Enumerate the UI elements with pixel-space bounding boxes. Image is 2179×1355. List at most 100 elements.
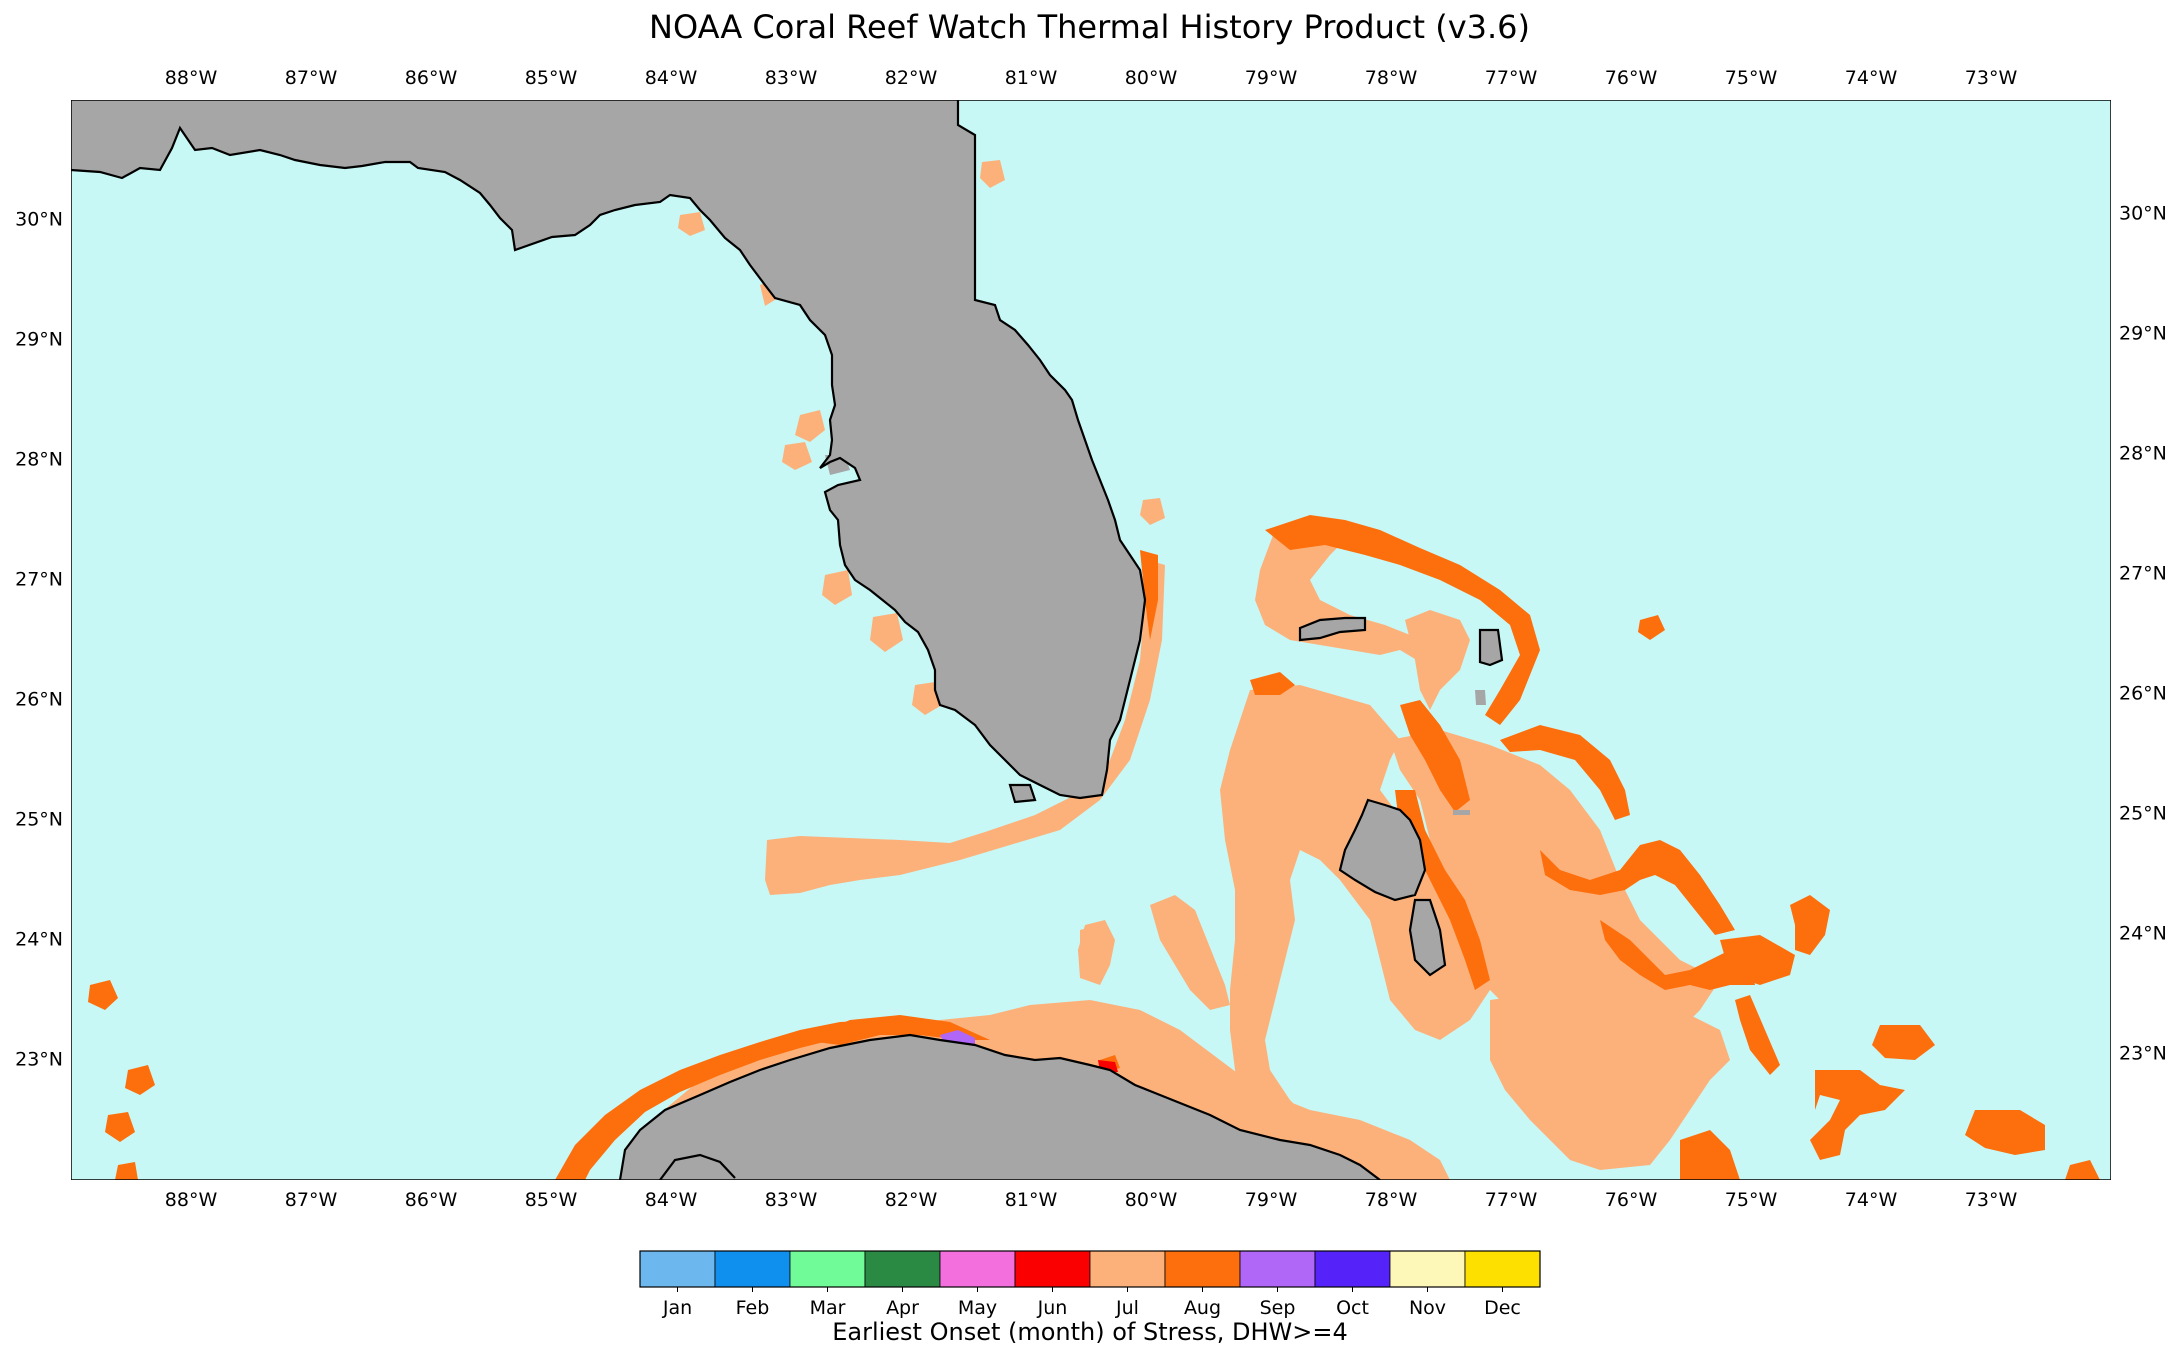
longitude-label-top: 86°W xyxy=(405,67,458,89)
stress-area-tampa-2 xyxy=(782,442,812,470)
coastline-andros-south xyxy=(1408,898,1447,977)
stress-area-long-island-rim xyxy=(1600,920,1755,990)
longitude-label-top: 75°W xyxy=(1725,67,1778,89)
map-panel[interactable] xyxy=(71,100,2111,1180)
land-key-west xyxy=(1010,785,1035,802)
longitude-label-bottom: 88°W xyxy=(165,1189,218,1211)
stress-area-great-inagua xyxy=(1872,1025,1935,1060)
coastline-grand-bahama xyxy=(1298,616,1367,642)
land-abaco-s xyxy=(1475,690,1486,705)
latitude-label-left: 24°N xyxy=(15,929,63,951)
coastline-cuba xyxy=(618,1033,1381,1180)
colorbar-swatch-may xyxy=(939,1250,1016,1288)
longitude-labels-top: 88°W 87°W 86°W 85°W 84°W 83°W 82°W 81°W 80°W 79°W… xyxy=(165,67,2018,89)
colorbar-swatch-dec xyxy=(1464,1250,1541,1288)
longitude-label-top: 85°W xyxy=(525,67,578,89)
colorbar-swatch-jan xyxy=(639,1250,716,1288)
colorbar-label-sep: Sep xyxy=(1260,1297,1296,1319)
coastline-andros xyxy=(1338,798,1427,902)
land-abaco xyxy=(1480,630,1502,665)
latitude-label-left: 29°N xyxy=(15,329,63,351)
coastline-key-west xyxy=(1008,783,1037,804)
colorbar-swatch-nov xyxy=(1389,1250,1466,1288)
stress-area-sw-gulf xyxy=(1080,925,1105,970)
longitude-label-top: 74°W xyxy=(1845,67,1898,89)
colorbar-label-jan: Jan xyxy=(662,1297,692,1319)
colorbar-label-dec: Dec xyxy=(1484,1297,1521,1319)
longitude-label-top: 80°W xyxy=(1125,67,1178,89)
colorbar-swatch-feb xyxy=(714,1250,791,1288)
stress-area-tongue-rim xyxy=(1400,700,1470,812)
stress-area-exuma-rim xyxy=(1500,725,1630,820)
onset-month-colorbar: Jan Feb Mar Apr May Jun Jul Aug Sep Oct Nov Dec xyxy=(639,1250,1541,1319)
longitude-label-bottom: 85°W xyxy=(525,1189,578,1211)
latitude-label-right: 28°N xyxy=(2119,443,2167,465)
stress-area-keys-rim xyxy=(1140,550,1158,640)
latitude-label-left: 28°N xyxy=(15,449,63,471)
longitude-label-top: 78°W xyxy=(1365,67,1418,89)
latitude-label-right: 30°N xyxy=(2119,203,2167,225)
land-eleuthera xyxy=(1453,810,1470,815)
longitude-labels-bottom: 88°W 87°W 86°W 85°W 84°W 83°W 82°W 81°W 80°W 79°W… xyxy=(165,1189,2018,1211)
longitude-label-bottom: 84°W xyxy=(645,1189,698,1211)
stress-area-north-bahamas-rim xyxy=(1265,515,1540,725)
latitude-label-left: 26°N xyxy=(15,689,63,711)
stress-area-turks xyxy=(2065,1160,2100,1180)
land-cuba xyxy=(620,1035,1380,1180)
colorbar-swatch-sep xyxy=(1239,1250,1316,1288)
colorbar-label-nov: Nov xyxy=(1409,1297,1446,1319)
colorbar-label-jul: Jul xyxy=(1115,1297,1139,1319)
colorbar-label-may: May xyxy=(958,1297,997,1319)
stress-area-mex-4 xyxy=(115,1162,138,1180)
stress-area-keys-arc xyxy=(765,560,1165,895)
longitude-label-top: 87°W xyxy=(285,67,338,89)
colorbar-label-jun: Jun xyxy=(1037,1297,1068,1319)
stress-area-abaco xyxy=(1405,610,1470,710)
stress-area-exumas xyxy=(1490,990,1730,1170)
land-masses xyxy=(71,100,1502,1180)
latitude-label-left: 23°N xyxy=(15,1049,63,1071)
longitude-label-top: 84°W xyxy=(645,67,698,89)
land-florida xyxy=(71,100,1145,798)
colorbar-label-oct: Oct xyxy=(1336,1297,1369,1319)
stress-area-ragged xyxy=(1680,1130,1740,1180)
stress-area-stjohns xyxy=(980,160,1005,188)
land-andros xyxy=(1340,800,1425,900)
stress-area-charlotte xyxy=(822,570,852,605)
longitude-label-bottom: 80°W xyxy=(1125,1189,1178,1211)
stress-area-inagua-ring xyxy=(1810,1070,1905,1160)
latitude-label-right: 24°N xyxy=(2119,923,2167,945)
stress-area-abaco-n xyxy=(1638,615,1665,640)
latitude-label-right: 25°N xyxy=(2119,803,2167,825)
stress-area-mex xyxy=(88,980,118,1010)
longitude-label-bottom: 76°W xyxy=(1605,1189,1658,1211)
stress-area-acklins xyxy=(1720,935,1795,985)
longitude-label-top: 76°W xyxy=(1605,67,1658,89)
longitude-label-bottom: 87°W xyxy=(285,1189,338,1211)
longitude-label-bottom: 73°W xyxy=(1965,1189,2018,1211)
colorbar-frame xyxy=(639,1250,1541,1288)
colorbar-swatch-jul xyxy=(1089,1250,1166,1288)
longitude-label-bottom: 75°W xyxy=(1725,1189,1778,1211)
longitude-label-bottom: 83°W xyxy=(765,1189,818,1211)
colorbar-swatch-aug xyxy=(1164,1250,1241,1288)
stress-area-bahamas-bank xyxy=(1220,685,1490,1160)
longitude-label-bottom: 77°W xyxy=(1485,1189,1538,1211)
map-title: NOAA Coral Reef Watch Thermal History Pr… xyxy=(649,8,1530,46)
longitude-label-top: 79°W xyxy=(1245,67,1298,89)
longitude-label-bottom: 86°W xyxy=(405,1189,458,1211)
longitude-label-top: 83°W xyxy=(765,67,818,89)
latitude-labels-right: 30°N 29°N 28°N 27°N 26°N 25°N 24°N 23°N xyxy=(2119,203,2167,1065)
stress-area-tampa-1 xyxy=(795,410,825,442)
stress-area-eleuthera-rim xyxy=(1540,840,1735,935)
stress-area-grand-bahama xyxy=(1250,672,1295,695)
coastline-isle-of-youth xyxy=(659,1153,736,1180)
stress-area-naples xyxy=(870,613,903,652)
longitude-label-top: 88°W xyxy=(165,67,218,89)
longitude-label-top: 77°W xyxy=(1485,67,1538,89)
colorbar-swatch-jun xyxy=(1014,1250,1091,1288)
longitude-label-bottom: 81°W xyxy=(1005,1189,1058,1211)
colorbar-title: Earliest Onset (month) of Stress, DHW>=4 xyxy=(832,1318,1348,1346)
latitude-label-right: 27°N xyxy=(2119,563,2167,585)
latitude-label-right: 29°N xyxy=(2119,323,2167,345)
